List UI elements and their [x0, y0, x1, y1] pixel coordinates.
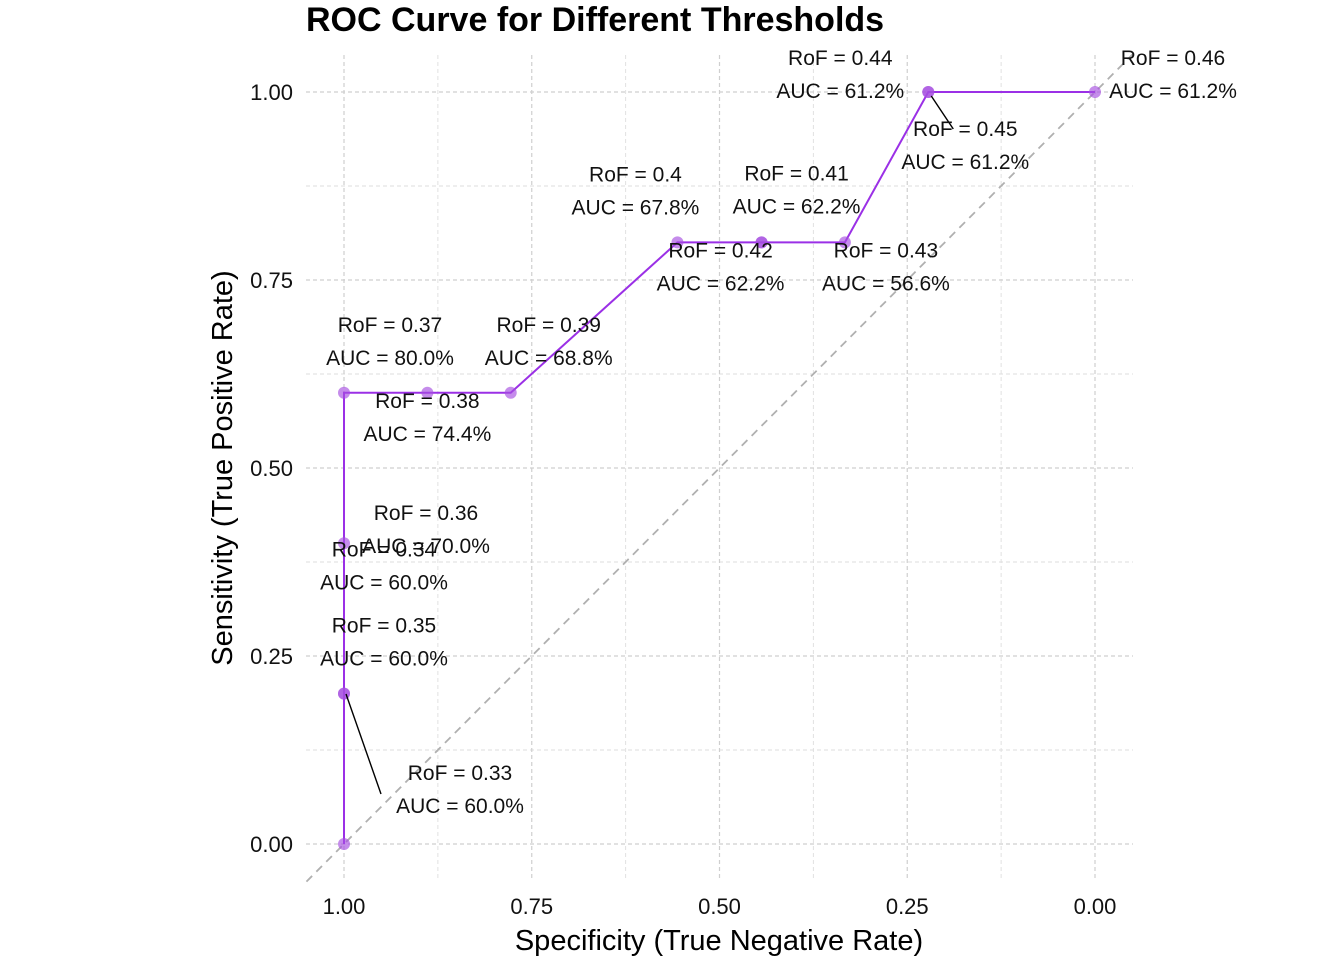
x-tick-label: 0.00	[1074, 894, 1117, 919]
point-label-auc: AUC = 60.0%	[396, 795, 524, 818]
point-label-rof: RoF = 0.36	[374, 502, 478, 525]
point-label-rof: RoF = 0.45	[913, 118, 1017, 141]
roc-point	[755, 236, 768, 249]
roc-points	[338, 86, 1101, 850]
x-tick-label: 0.25	[886, 894, 929, 919]
point-label-auc: AUC = 62.2%	[657, 272, 785, 295]
roc-point	[838, 236, 851, 249]
point-label-rof: RoF = 0.44	[788, 47, 893, 70]
point-label-rof: RoF = 0.42	[668, 239, 772, 262]
point-label-rof: RoF = 0.43	[834, 239, 938, 262]
label-leader-lines	[345, 95, 954, 795]
roc-point	[671, 236, 684, 249]
point-label-rof: RoF = 0.34	[332, 539, 437, 562]
point-label-auc: AUC = 67.8%	[572, 196, 700, 219]
point-label-rof: RoF = 0.41	[744, 162, 848, 185]
y-tick-label: 0.00	[250, 832, 293, 857]
roc-point	[421, 386, 434, 399]
point-label-rof: RoF = 0.35	[332, 615, 436, 638]
roc-point	[338, 537, 350, 550]
x-axis-title: Specificity (True Negative Rate)	[515, 925, 923, 957]
point-label-rof: RoF = 0.4	[589, 163, 682, 186]
point-label-auc: AUC = 62.2%	[733, 195, 861, 218]
point-label-rof: RoF = 0.33	[408, 762, 512, 785]
point-labels: RoF = 0.33 AUC = 60.0% RoF = 0.34 AUC = 60.…	[320, 47, 1237, 818]
point-label-rof: RoF = 0.39	[496, 314, 600, 337]
y-axis-ticks: 0.00 0.25 0.50 0.75 1.00	[250, 80, 293, 857]
x-tick-label: 0.75	[510, 894, 553, 919]
roc-point	[338, 838, 350, 850]
roc-point	[338, 687, 350, 700]
x-tick-label: 1.00	[323, 894, 366, 919]
point-label-rof: RoF = 0.37	[338, 314, 442, 337]
y-axis-title: Sensitivity (True Positive Rate)	[207, 270, 239, 665]
leader-line	[930, 95, 954, 130]
point-label-rof: RoF = 0.38	[375, 390, 479, 413]
point-label-auc: AUC = 61.2%	[776, 80, 904, 103]
point-label-auc: AUC = 74.4%	[363, 423, 491, 446]
point-label-auc: AUC = 61.2%	[1109, 80, 1237, 103]
point-label-auc: AUC = 60.0%	[320, 572, 448, 595]
point-label-auc: AUC = 60.0%	[320, 648, 448, 671]
roc-point	[1089, 86, 1101, 98]
point-label-auc: AUC = 56.6%	[822, 272, 950, 295]
y-tick-label: 0.50	[250, 456, 293, 481]
x-axis-ticks: 1.00 0.75 0.50 0.25 0.00	[323, 894, 1117, 919]
point-label-auc: AUC = 68.8%	[485, 347, 613, 370]
y-tick-label: 0.25	[250, 644, 293, 669]
y-tick-label: 0.75	[250, 268, 293, 293]
roc-point	[922, 86, 935, 98]
roc-point	[338, 386, 350, 399]
point-label-auc: AUC = 61.2%	[901, 151, 1029, 174]
point-label-auc: AUC = 70.0%	[362, 535, 490, 558]
x-tick-label: 0.50	[698, 894, 741, 919]
point-label-auc: AUC = 80.0%	[326, 347, 454, 370]
leader-line	[345, 693, 382, 795]
roc-point	[504, 386, 517, 399]
grid-lines	[306, 55, 1133, 880]
point-label-rof: RoF = 0.46	[1121, 47, 1225, 70]
chart-title: ROC Curve for Different Thresholds	[306, 1, 884, 39]
y-tick-label: 1.00	[250, 80, 293, 105]
